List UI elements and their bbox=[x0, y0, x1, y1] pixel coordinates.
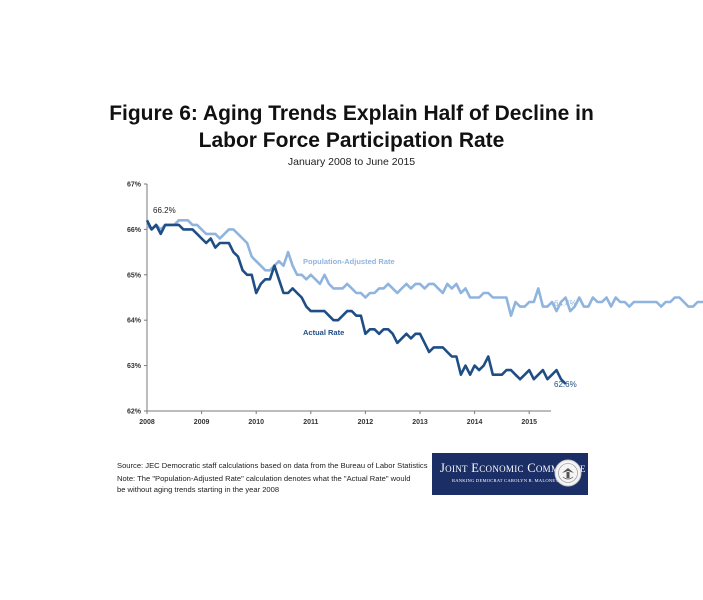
jec-logo: Joint Economic Committee RANKING DEMOCRA… bbox=[432, 453, 588, 495]
population-end-value-label: 64.4% bbox=[554, 299, 577, 308]
methodology-note: Note: The "Population-Adjusted Rate" cal… bbox=[117, 474, 411, 494]
population-adjusted-rate-label: Population-Adjusted Rate bbox=[303, 257, 395, 266]
y-tick-label: 62% bbox=[127, 409, 142, 416]
y-tick-label: 66% bbox=[127, 227, 142, 234]
congressional-seal-icon bbox=[554, 459, 582, 487]
x-tick-label: 2010 bbox=[248, 419, 264, 426]
chart-title-line-2: Labor Force Participation Rate bbox=[198, 129, 505, 152]
start-value-annotation: 66.2% bbox=[153, 206, 176, 215]
y-tick-label: 63% bbox=[127, 363, 142, 370]
x-tick-label: 2013 bbox=[412, 419, 428, 426]
y-tick-label: 65% bbox=[127, 272, 142, 279]
chart-title-line-1: Figure 6: Aging Trends Explain Half of D… bbox=[109, 102, 594, 125]
actual-rate-label: Actual Rate bbox=[303, 328, 344, 337]
logo-subtitle: RANKING DEMOCRAT CAROLYN B. MALONEY bbox=[452, 478, 559, 483]
x-tick-label: 2015 bbox=[521, 419, 537, 426]
x-tick-label: 2011 bbox=[303, 419, 318, 426]
actual-rate-line bbox=[145, 219, 567, 385]
y-tick-label: 67% bbox=[127, 182, 142, 189]
x-tick-label: 2012 bbox=[358, 419, 374, 426]
source-note: Source: JEC Democratic staff calculation… bbox=[117, 461, 428, 470]
population-adjusted-rate-line bbox=[146, 219, 703, 318]
actual-end-value-label: 62.6% bbox=[554, 380, 577, 389]
logo-name: Joint Economic Committee bbox=[440, 461, 586, 475]
x-tick-label: 2009 bbox=[194, 419, 210, 426]
chart-title: Figure 6: Aging Trends Explain Half of D… bbox=[0, 100, 703, 154]
y-tick-label: 64% bbox=[127, 318, 142, 325]
x-tick-label: 2008 bbox=[139, 419, 155, 426]
chart-subtitle: January 2008 to June 2015 bbox=[287, 156, 416, 168]
x-tick-label: 2014 bbox=[467, 419, 483, 426]
